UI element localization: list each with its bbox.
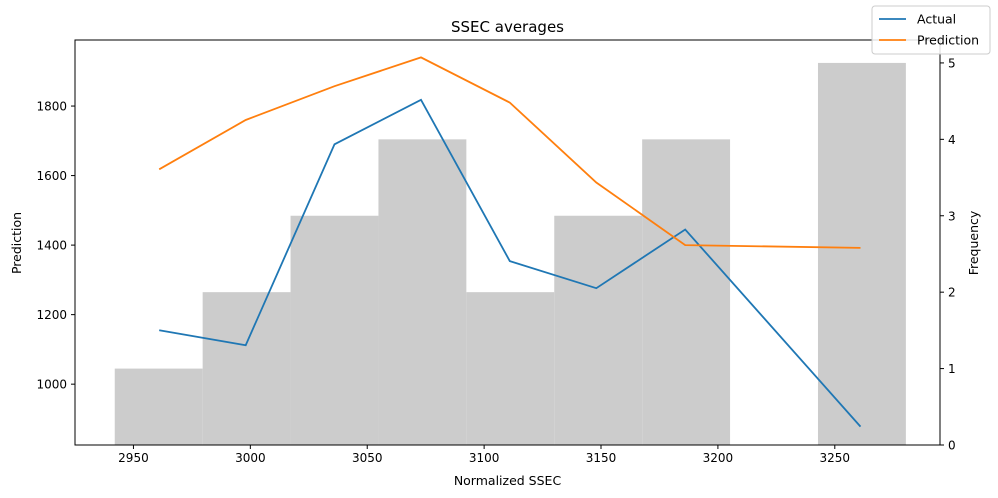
x-axis-ticks: 2950 3000 3050 3100 3150 3200 3250: [118, 445, 850, 465]
histogram-bar-5: [554, 215, 643, 445]
x-tick-label: 3050: [352, 451, 383, 465]
y-left-tick-label: 1000: [36, 378, 67, 392]
series-line-prediction: [158, 56, 861, 249]
plot-frame: [74, 39, 941, 446]
histogram-bar-8: [817, 62, 906, 445]
x-axis-label: Normalized SSEC: [454, 473, 562, 488]
histogram-bar-3: [378, 139, 467, 445]
x-tick-label: 3200: [703, 451, 734, 465]
y-right-tick-label: 5: [948, 56, 956, 70]
x-tick-label: 3250: [820, 451, 851, 465]
histogram: [114, 62, 906, 445]
x-tick-label: 3150: [586, 451, 617, 465]
y-left-tick-label: 1600: [36, 169, 67, 183]
y-left-tick-label: 1200: [36, 308, 67, 322]
histogram-bar-6: [642, 139, 731, 445]
y-axis-left-label: Prediction: [9, 212, 24, 274]
y-axis-right-label: Frequency: [966, 210, 981, 275]
y-right-axis-ticks: 0 1 2 3 4 5: [940, 56, 956, 453]
legend-box: [871, 5, 991, 55]
y-right-tick-label: 0: [948, 439, 956, 453]
series-line-actual: [159, 98, 862, 428]
y-left-axis-ticks: 1000 1200 1400 1600 1800: [36, 100, 75, 392]
histogram-bar-2: [290, 215, 379, 445]
legend: Actual Prediction: [871, 5, 991, 55]
x-tick-label: 3000: [235, 451, 266, 465]
y-right-tick-label: 2: [948, 286, 956, 300]
y-right-tick-label: 4: [948, 133, 956, 147]
histogram-bar-0: [114, 368, 203, 445]
histogram-bar-1: [202, 292, 291, 445]
y-left-tick-label: 1800: [36, 100, 67, 114]
y-right-tick-label: 3: [948, 209, 956, 223]
x-tick-label: 2950: [118, 451, 149, 465]
x-tick-label: 3100: [469, 451, 500, 465]
histogram-bar-4: [466, 292, 555, 445]
series-lines: [158, 56, 862, 428]
y-right-tick-label: 1: [948, 362, 956, 376]
chart-title: SSEC averages: [451, 18, 564, 36]
legend-prediction-label: Prediction: [917, 33, 979, 48]
legend-actual-label: Actual: [917, 12, 956, 27]
y-left-tick-label: 1400: [36, 239, 67, 253]
